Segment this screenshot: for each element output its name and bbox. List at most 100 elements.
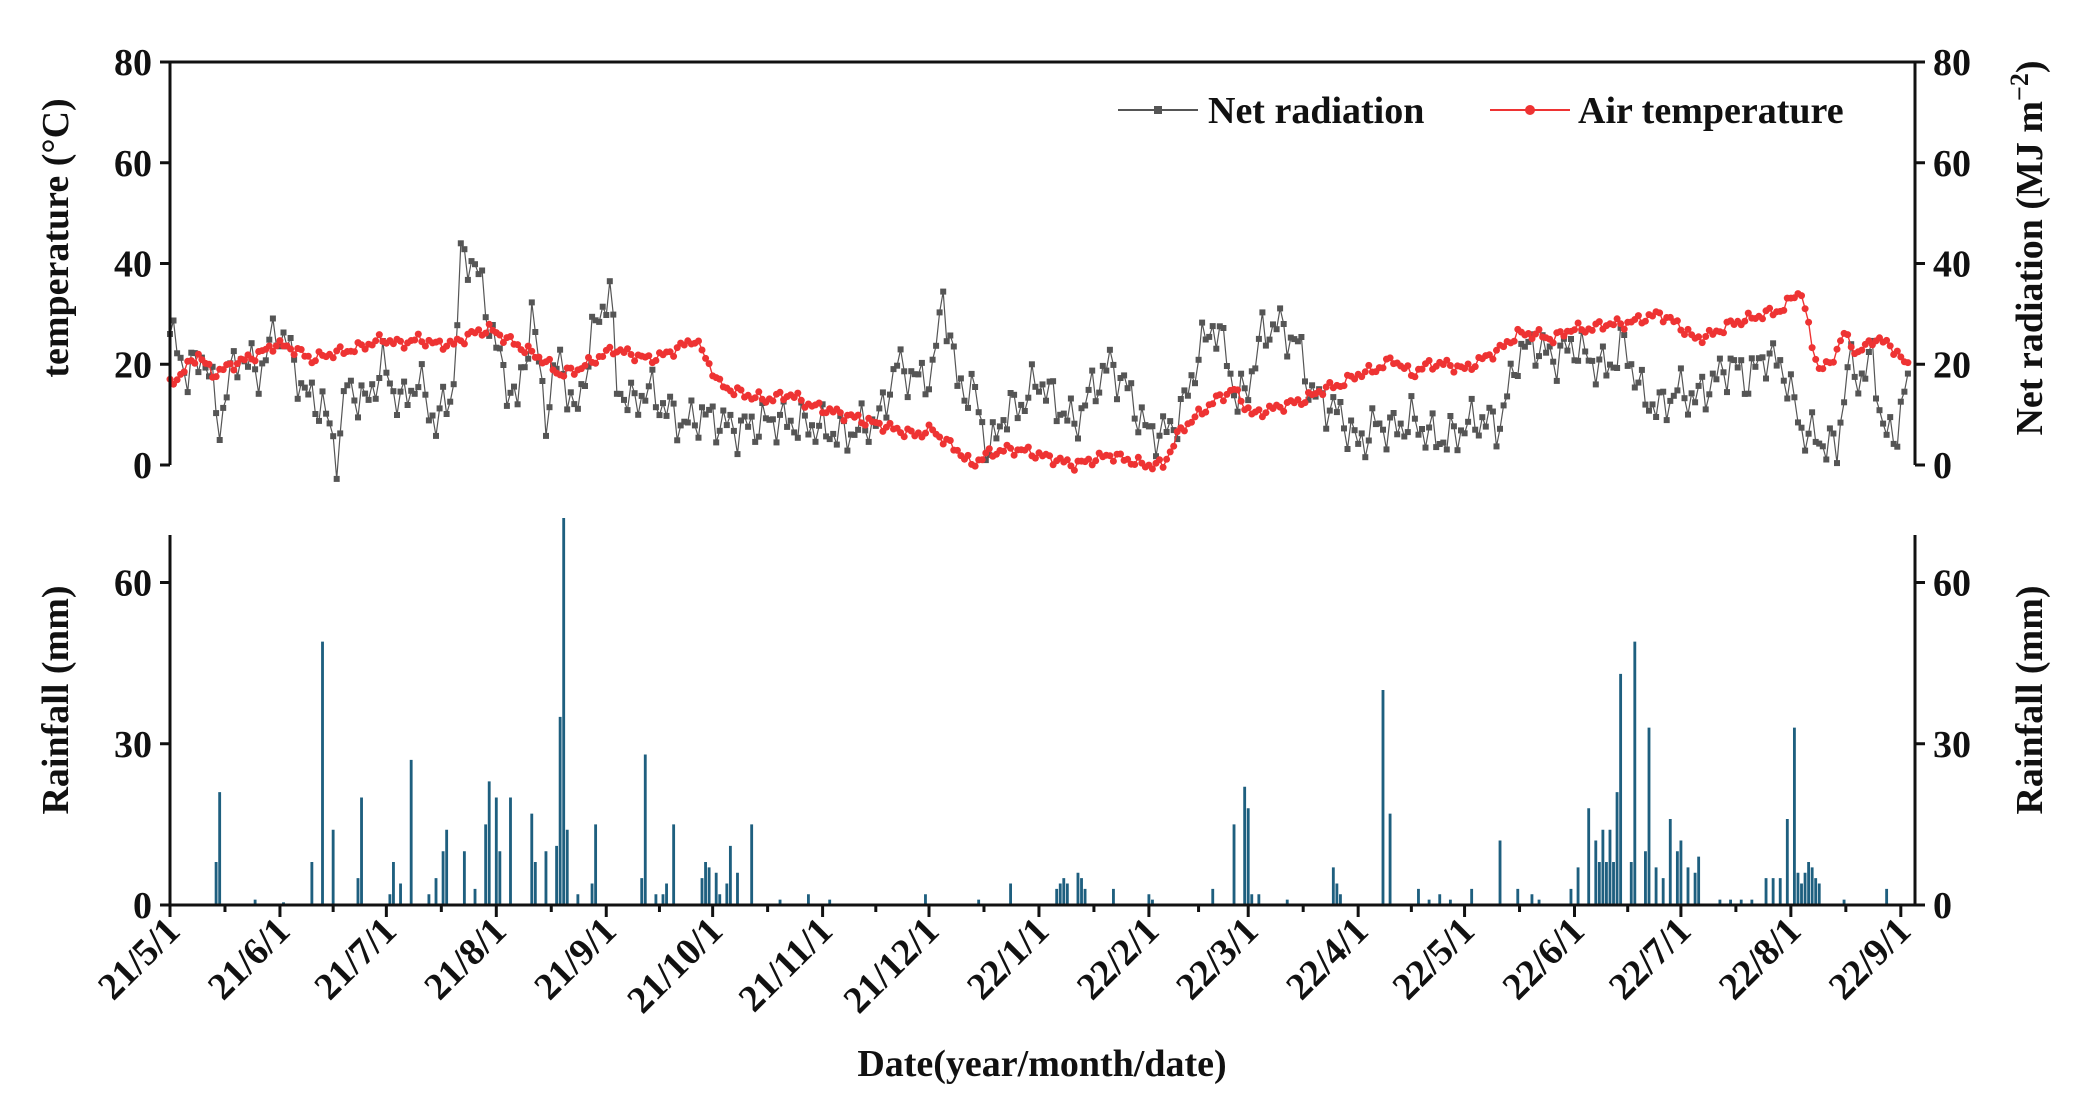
- net-radiation-point: [1262, 342, 1269, 349]
- net-radiation-point: [752, 438, 759, 445]
- air-temperature-point: [1124, 455, 1132, 463]
- net-radiation-point: [1415, 431, 1422, 438]
- air-temperature-point: [1897, 353, 1905, 361]
- net-radiation-point: [1780, 377, 1787, 384]
- x-tick-label: 22/3/1: [1168, 910, 1266, 1008]
- net-radiation-point: [670, 400, 677, 407]
- air-temperature-point: [627, 351, 635, 358]
- net-radiation-point: [1592, 381, 1599, 388]
- net-radiation-point: [344, 382, 351, 389]
- net-radiation-point: [1748, 355, 1755, 362]
- net-radiation-point: [979, 419, 986, 426]
- net-radiation-point: [486, 332, 493, 339]
- air-temperature-point: [524, 342, 532, 350]
- net-radiation-point: [1294, 338, 1301, 345]
- air-temperature-point: [1634, 312, 1642, 320]
- top-left-tick-label: 80: [114, 42, 152, 84]
- rainfall-bar: [1250, 894, 1254, 905]
- net-radiation-point: [1834, 460, 1840, 467]
- net-radiation-point: [1702, 406, 1709, 413]
- net-radiation-point: [936, 309, 943, 316]
- rainfall-bar: [1417, 888, 1420, 906]
- net-radiation-point: [582, 383, 588, 389]
- air-temperature-point: [1801, 305, 1809, 313]
- air-temperature-point: [1134, 453, 1142, 461]
- net-radiation-point: [940, 288, 947, 295]
- net-radiation-point: [801, 412, 808, 419]
- net-radiation-point: [1890, 440, 1897, 447]
- net-radiation-point: [1362, 454, 1369, 461]
- net-radiation-point: [518, 364, 525, 371]
- net-radiation-point: [1855, 390, 1862, 397]
- net-radiation-point: [745, 423, 752, 430]
- net-radiation-point: [826, 436, 833, 443]
- net-radiation-point: [557, 346, 564, 353]
- air-temperature-point: [436, 337, 444, 345]
- net-radiation-point: [1071, 420, 1078, 427]
- net-radiation-point: [1596, 356, 1603, 363]
- net-radiation-point: [748, 413, 755, 420]
- air-temperature-point: [1294, 396, 1302, 404]
- net-radiation-point: [1121, 372, 1128, 379]
- net-radiation-point: [989, 419, 996, 426]
- air-temperature-point: [1805, 318, 1813, 326]
- top-left-tick-label: 40: [114, 244, 152, 286]
- net-radiation-point: [1631, 384, 1638, 391]
- top-right-tick-label: 0: [1933, 445, 1952, 487]
- net-radiation-point: [269, 315, 276, 322]
- net-radiation-point: [812, 438, 819, 445]
- rainfall-bar: [1388, 813, 1392, 906]
- rainfall-bar: [672, 824, 676, 906]
- net-radiation-point: [1436, 441, 1443, 447]
- net-radiation-point: [1688, 390, 1695, 397]
- net-radiation-point: [1646, 407, 1652, 414]
- net-radiation-point: [1188, 372, 1195, 379]
- net-radiation-point: [1163, 429, 1170, 435]
- net-radiation-point: [638, 392, 645, 399]
- net-radiation-point: [1266, 336, 1273, 343]
- net-radiation-point: [897, 346, 904, 353]
- rainfall-bar: [1785, 819, 1789, 905]
- rainfall-bar: [1243, 786, 1247, 905]
- air-temperature-point: [939, 440, 947, 448]
- air-temperature-point: [1209, 400, 1217, 408]
- net-radiation-point: [603, 312, 610, 318]
- net-radiation-point: [177, 354, 184, 361]
- rainfall-bar: [1750, 899, 1754, 906]
- rainfall-bar: [704, 862, 707, 905]
- net-radiation-point: [720, 407, 727, 414]
- net-radiation-point: [1904, 370, 1911, 377]
- air-temperature-point: [475, 326, 483, 334]
- rainfall-bar: [1576, 867, 1580, 906]
- air-temperature-point: [1759, 315, 1766, 323]
- net-radiation-point: [539, 378, 546, 384]
- air-temperature-point: [698, 346, 706, 354]
- rainfall-bar: [1112, 888, 1115, 906]
- top-left-axis-title: temperature (°C): [35, 98, 77, 377]
- net-radiation-point: [362, 390, 369, 397]
- air-temperature-point: [900, 433, 908, 441]
- top-right-axis-title-main: Net radiation (MJ m: [2009, 101, 2051, 436]
- x-tick-label: 22/1/1: [959, 910, 1057, 1008]
- net-radiation-point: [443, 411, 450, 417]
- net-radiation-point: [1731, 357, 1738, 364]
- net-radiation-point: [482, 314, 489, 321]
- net-radiation-point: [578, 381, 585, 388]
- net-radiation-point: [741, 413, 748, 420]
- rainfall-bar: [1438, 894, 1442, 905]
- net-radiation-point: [1284, 353, 1291, 360]
- air-temperature-point: [212, 373, 220, 381]
- net-radiation-point: [1277, 305, 1284, 312]
- air-temperature-point: [1574, 319, 1582, 327]
- net-radiation-point: [1082, 402, 1089, 409]
- air-temperature-point: [397, 337, 404, 345]
- rainfall-bar: [1885, 888, 1889, 906]
- net-radiation-point: [613, 390, 620, 397]
- rainfall-bar: [445, 829, 449, 905]
- rainfall-bar: [1232, 824, 1236, 906]
- net-radiation-point: [1638, 366, 1645, 373]
- bottom-right-axis-title: Rainfall (mm): [2009, 585, 2051, 814]
- net-radiation-point: [287, 335, 294, 341]
- rainfall-bar: [555, 845, 559, 906]
- air-temperature-point: [1404, 362, 1412, 370]
